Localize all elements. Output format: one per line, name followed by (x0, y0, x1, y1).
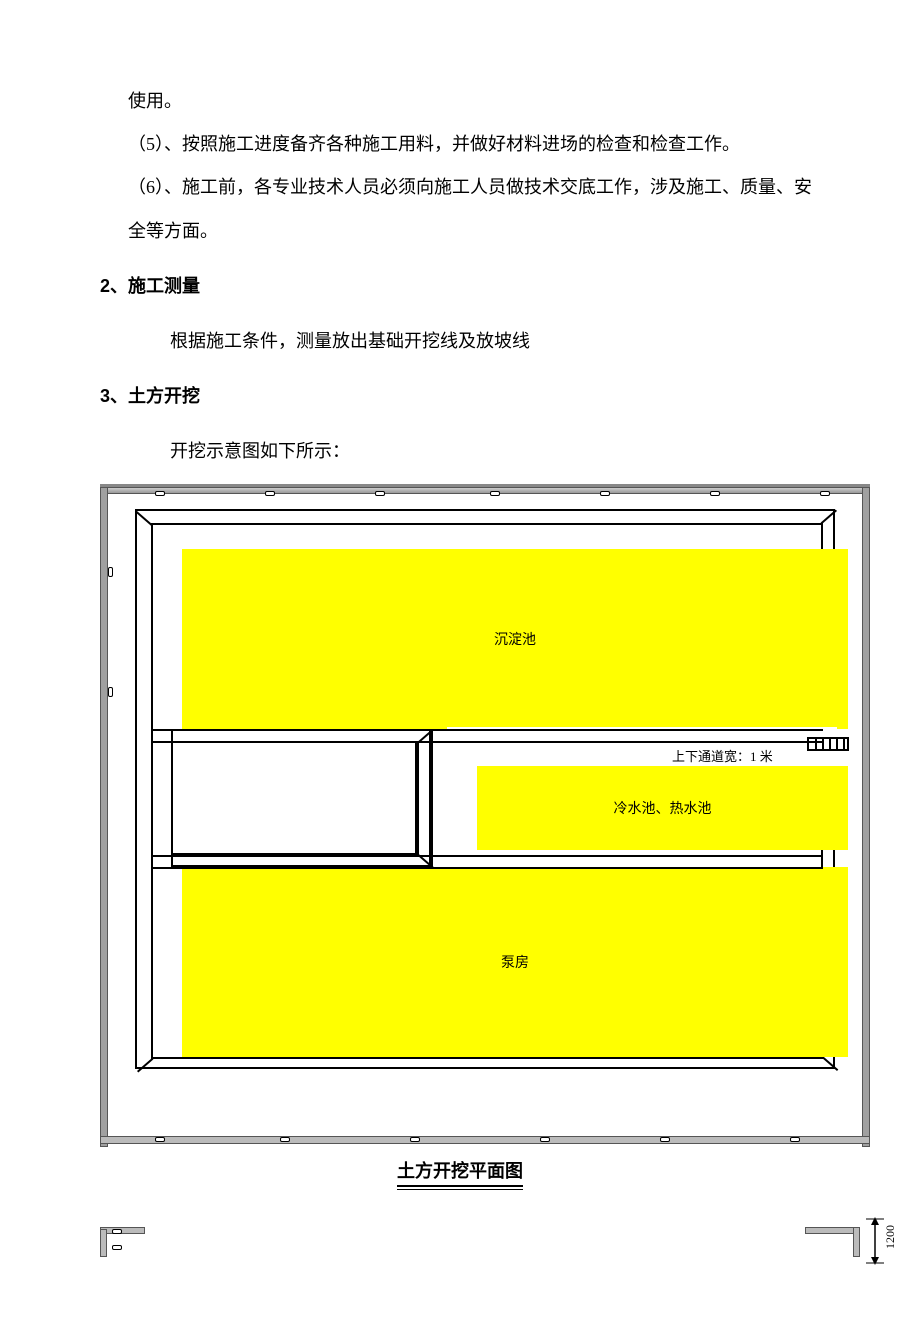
passage-gap (447, 727, 837, 767)
frame-tick (820, 491, 830, 496)
document-page: 使用。 （5）、按照施工进度备齐各种施工用料，并做好材料进场的检查和检查工作。 … (0, 0, 920, 1317)
frame-tick (790, 1137, 800, 1142)
region-sediment: 沉淀池 (182, 549, 848, 729)
bottom-bar (100, 1136, 870, 1144)
left-bar (100, 487, 108, 1147)
region-coldhot-label: 冷水池、热水池 (614, 798, 712, 818)
divider-h1 (151, 729, 823, 731)
corner-diag (821, 509, 837, 524)
divider-vert-inner (417, 741, 419, 855)
frame-tick (540, 1137, 550, 1142)
excavation-outer: 沉淀池 上下通道宽：1 米 (135, 509, 835, 1069)
frame-tick (108, 567, 113, 577)
dim-arrow-icon (866, 1217, 884, 1265)
paragraph-item5: （5）、按照施工进度备齐各种施工用料，并做好材料进场的检查和检查工作。 (100, 123, 820, 166)
section2-heading: 2、施工测量 (100, 265, 820, 308)
diagram-title: 土方开挖平面图 (100, 1157, 820, 1187)
right-bar (862, 487, 870, 1147)
ladder-rung (843, 739, 845, 749)
divider-h2 (151, 867, 823, 869)
frame-tick (112, 1229, 122, 1234)
paragraph-use: 使用。 (100, 80, 820, 123)
paragraph-item6: （6）、施工前，各专业技术人员必须向施工人员做技术交底工作，涉及施工、质量、安全… (100, 166, 820, 252)
corner-diag (137, 1057, 153, 1072)
frame-tick (660, 1137, 670, 1142)
section3-heading: 3、土方开挖 (100, 375, 820, 418)
frame-tick (710, 491, 720, 496)
bar-fragment-right-v (853, 1227, 860, 1257)
divider-h2inner (151, 855, 823, 857)
frame-tick (600, 491, 610, 496)
corner-diag (136, 511, 152, 526)
frame-tick (112, 1245, 122, 1250)
frame-tick (410, 1137, 420, 1142)
frame-tick (490, 491, 500, 496)
divider-h1inner (151, 741, 823, 743)
region-coldhot: 冷水池、热水池 (477, 766, 848, 850)
dim-label-1200: 1200 (883, 1225, 898, 1249)
region-pump: 泵房 (182, 867, 848, 1057)
section3-intro: 开挖示意图如下所示： (100, 430, 820, 473)
excavation-diagram: 沉淀池 上下通道宽：1 米 (100, 484, 880, 1149)
bar-fragment-left-v (100, 1229, 107, 1257)
step-notch-inner (171, 741, 417, 855)
ladder-rung (829, 739, 831, 749)
region-sediment-label: 沉淀池 (494, 629, 536, 649)
diagram-title-text: 土方开挖平面图 (397, 1157, 523, 1187)
frame-tick (108, 687, 113, 697)
top-bar (100, 487, 870, 494)
outer-frame: 沉淀池 上下通道宽：1 米 (100, 484, 870, 1144)
bottom-fragments: 1200 (100, 1217, 880, 1267)
bar-fragment-right (805, 1227, 860, 1234)
ladder-icon (807, 737, 849, 751)
divider-vert (431, 729, 433, 867)
corner-diag (822, 1056, 838, 1071)
region-pump-label: 泵房 (501, 952, 529, 972)
passage-label: 上下通道宽：1 米 (672, 746, 773, 765)
frame-tick (155, 1137, 165, 1142)
frame-tick (375, 491, 385, 496)
section2-body: 根据施工条件，测量放出基础开挖线及放坡线 (100, 320, 820, 363)
frame-tick (280, 1137, 290, 1142)
frame-tick (155, 491, 165, 496)
frame-tick (265, 491, 275, 496)
ladder-rung (836, 739, 838, 749)
